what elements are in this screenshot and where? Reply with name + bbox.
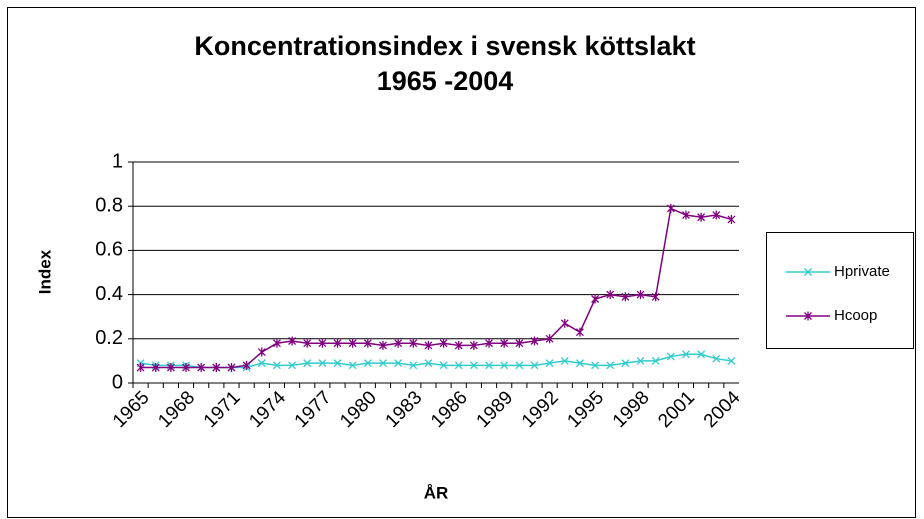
marker: [727, 214, 736, 224]
y-tick-label: 0: [112, 371, 123, 393]
marker: [379, 359, 387, 368]
marker: [697, 212, 706, 222]
marker: [409, 338, 418, 348]
marker: [424, 359, 433, 368]
marker: [363, 338, 372, 348]
marker: [727, 356, 736, 365]
marker: [242, 360, 251, 370]
marker: [682, 210, 690, 220]
marker: [439, 361, 448, 370]
marker: [804, 268, 812, 276]
marker: [545, 334, 554, 344]
marker: [651, 292, 660, 302]
marker: [454, 340, 463, 350]
marker: [621, 292, 630, 302]
marker: [257, 347, 266, 357]
marker: [288, 361, 297, 370]
y-tick-label: 0.8: [95, 194, 123, 216]
marker: [666, 352, 675, 361]
marker: [272, 338, 281, 348]
marker: [469, 340, 478, 350]
marker: [318, 338, 327, 348]
marker: [697, 350, 706, 359]
marker: [394, 338, 403, 348]
marker: [575, 327, 584, 337]
marker: [394, 359, 403, 368]
marker: [303, 359, 312, 368]
marker: [606, 290, 615, 300]
marker: [272, 361, 281, 370]
legend-label: Hprivate: [834, 263, 890, 280]
chart-title: Koncentrationsindex i svensk köttslakt: [194, 31, 695, 61]
marker: [348, 338, 357, 348]
marker: [454, 361, 463, 370]
marker: [363, 359, 372, 368]
marker: [318, 359, 327, 368]
legend-box: [766, 232, 914, 349]
marker: [348, 361, 357, 370]
marker: [439, 338, 448, 348]
legend-label: Hcoop: [834, 307, 877, 324]
marker: [560, 356, 569, 365]
marker: [682, 350, 690, 359]
marker: [469, 361, 478, 370]
marker: [666, 203, 675, 213]
marker: [636, 356, 645, 365]
marker: [227, 363, 236, 373]
marker: [182, 363, 190, 373]
marker: [212, 363, 221, 373]
y-tick-label: 1: [112, 150, 123, 172]
y-tick-label: 0.6: [95, 239, 123, 261]
marker: [591, 294, 600, 304]
chart-border: [7, 7, 916, 518]
marker: [515, 361, 524, 370]
marker: [621, 359, 630, 368]
marker: [712, 354, 721, 363]
marker: [500, 361, 509, 370]
marker: [636, 290, 645, 300]
marker: [136, 363, 145, 373]
marker: [560, 318, 569, 328]
marker: [591, 361, 600, 370]
marker: [804, 311, 812, 321]
marker: [379, 340, 387, 350]
marker: [257, 359, 266, 368]
marker: [485, 338, 493, 348]
marker: [151, 363, 160, 373]
y-tick-label: 0.2: [95, 327, 123, 349]
marker: [333, 338, 342, 348]
x-axis-label: ÅR: [424, 483, 449, 502]
chart-title: 1965 -2004: [377, 66, 514, 96]
marker: [166, 363, 175, 373]
marker: [530, 361, 539, 370]
marker: [409, 361, 418, 370]
series-line: [140, 207, 732, 369]
marker: [575, 359, 584, 368]
marker: [530, 336, 539, 346]
marker: [333, 359, 342, 368]
marker: [485, 361, 493, 370]
marker: [288, 336, 297, 346]
y-tick-label: 0.4: [95, 283, 123, 305]
marker: [197, 363, 206, 373]
marker: [712, 210, 721, 220]
marker: [545, 359, 554, 368]
marker: [515, 338, 524, 348]
series-line: [140, 353, 732, 369]
y-axis-label: Index: [35, 249, 54, 294]
marker: [424, 340, 433, 350]
marker: [651, 356, 660, 365]
marker: [606, 361, 615, 370]
marker: [303, 338, 312, 348]
marker: [500, 338, 509, 348]
